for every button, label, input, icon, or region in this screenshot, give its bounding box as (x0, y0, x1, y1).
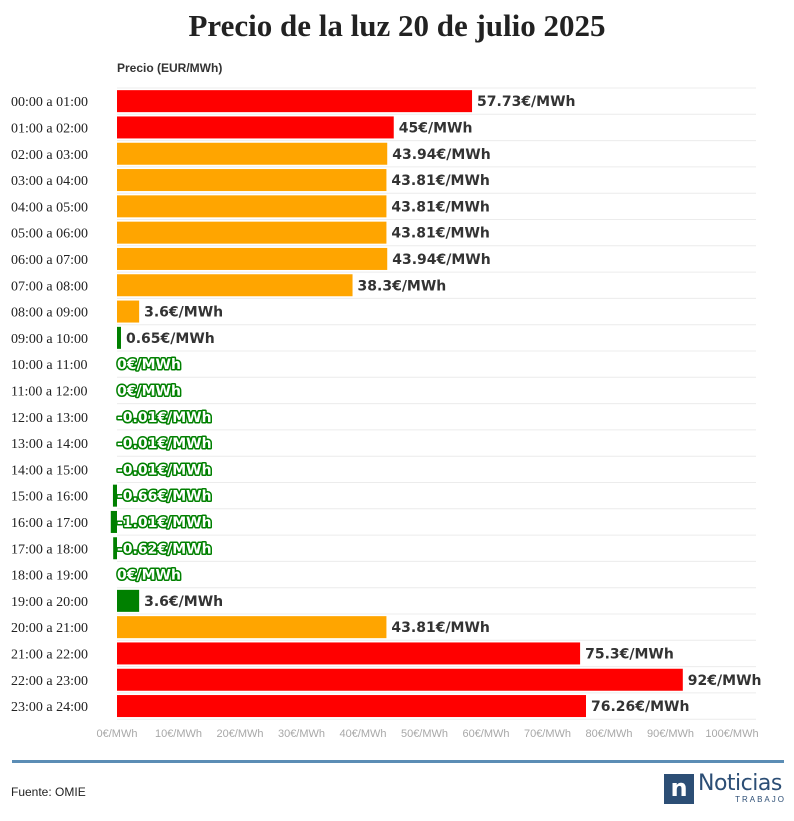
value-label: 3.6€/MWh (144, 305, 223, 321)
bar-chart: 0€/MWh 10€/MWh 20€/MWh 30€/MWh 40€/MWh 50€/MW… (11, 87, 762, 740)
category-label: 09:00 a 10:00 (11, 332, 88, 347)
source-note: Fuente: OMIE (11, 785, 86, 799)
category-label: 17:00 a 18:00 (11, 542, 88, 557)
category-label: 19:00 a 20:00 (11, 595, 88, 610)
category-label: 12:00 a 13:00 (11, 411, 88, 426)
x-tick-label: 40€/MWh (339, 728, 386, 740)
category-label: 11:00 a 12:00 (11, 384, 87, 399)
value-label: 0.65€/MWh (126, 331, 215, 347)
value-label: 0€/MWh (117, 383, 181, 399)
logo-mark-icon: n (664, 774, 694, 804)
category-label: 03:00 a 04:00 (11, 174, 88, 189)
bar (117, 221, 387, 244)
x-tick-label: 0€/MWh (97, 728, 138, 740)
value-label: 43.81€/MWh (391, 226, 489, 242)
value-label: -0.01€/MWh (117, 410, 212, 426)
category-label: 18:00 a 19:00 (11, 569, 88, 584)
x-tick-label: 10€/MWh (155, 728, 202, 740)
value-label: 57.73€/MWh (477, 94, 575, 110)
value-label: -0.62€/MWh (117, 541, 212, 557)
category-label: 15:00 a 16:00 (11, 490, 88, 505)
chart-title: Precio de la luz 20 de julio 2025 (188, 8, 606, 43)
value-label: -0.01€/MWh (117, 436, 212, 452)
value-label: 0€/MWh (117, 568, 181, 584)
value-label: 3.6€/MWh (144, 594, 223, 610)
bar (113, 537, 117, 560)
bar (117, 247, 388, 270)
value-label: 43.94€/MWh (392, 147, 490, 163)
bar (110, 510, 117, 533)
value-label: 43.81€/MWh (391, 173, 489, 189)
category-label: 08:00 a 09:00 (11, 306, 88, 321)
x-tick-label: 100€/MWh (705, 728, 758, 740)
y-axis-label: Precio (EUR/MWh) (117, 61, 223, 75)
category-label: 20:00 a 21:00 (11, 621, 88, 636)
bar (117, 142, 388, 165)
value-label: 43.81€/MWh (391, 199, 489, 215)
category-label: 02:00 a 03:00 (11, 148, 88, 163)
x-tick-label: 90€/MWh (647, 728, 694, 740)
value-label: -1.01€/MWh (117, 515, 212, 531)
category-label: 21:00 a 22:00 (11, 647, 88, 662)
value-label: 45€/MWh (399, 120, 473, 136)
bar (117, 195, 387, 218)
bar (117, 169, 387, 192)
category-label: 01:00 a 02:00 (11, 121, 88, 136)
value-label: 38.3€/MWh (358, 278, 447, 294)
value-label: 76.26€/MWh (591, 699, 689, 715)
value-label: 92€/MWh (688, 673, 762, 689)
value-label: 43.94€/MWh (392, 252, 490, 268)
value-label: 75.3€/MWh (585, 646, 674, 662)
bar (117, 116, 394, 139)
noticias-trabajo-logo: n Noticias TRABAJO (664, 771, 786, 806)
category-label: 04:00 a 05:00 (11, 200, 88, 215)
category-label: 06:00 a 07:00 (11, 253, 88, 268)
bar (117, 326, 121, 349)
bar (117, 274, 353, 297)
bar (117, 668, 683, 691)
bar (117, 589, 140, 612)
footer-divider (12, 760, 784, 763)
x-tick-label: 20€/MWh (216, 728, 263, 740)
value-label: 0€/MWh (117, 357, 181, 373)
category-label: 23:00 a 24:00 (11, 700, 88, 715)
category-label: 13:00 a 14:00 (11, 437, 88, 452)
value-label: -0.66€/MWh (117, 489, 212, 505)
category-label: 16:00 a 17:00 (11, 516, 88, 531)
x-tick-label: 80€/MWh (585, 728, 632, 740)
value-label: 43.81€/MWh (391, 620, 489, 636)
category-label: 22:00 a 23:00 (11, 674, 88, 689)
category-label: 10:00 a 11:00 (11, 358, 87, 373)
category-label: 05:00 a 06:00 (11, 227, 88, 242)
x-tick-label: 60€/MWh (462, 728, 509, 740)
logo-subtitle: TRABAJO (735, 795, 786, 804)
bar (117, 642, 581, 665)
bar (117, 616, 387, 639)
bar (117, 695, 586, 718)
category-label: 14:00 a 15:00 (11, 463, 88, 478)
logo-name: Noticias (698, 771, 782, 796)
x-tick-label: 50€/MWh (401, 728, 448, 740)
bar (117, 90, 473, 113)
bar (117, 300, 140, 323)
value-label: -0.01€/MWh (117, 462, 212, 478)
category-label: 07:00 a 08:00 (11, 279, 88, 294)
x-tick-label: 70€/MWh (524, 728, 571, 740)
category-label: 00:00 a 01:00 (11, 95, 88, 110)
x-tick-label: 30€/MWh (278, 728, 325, 740)
bar (112, 484, 117, 507)
